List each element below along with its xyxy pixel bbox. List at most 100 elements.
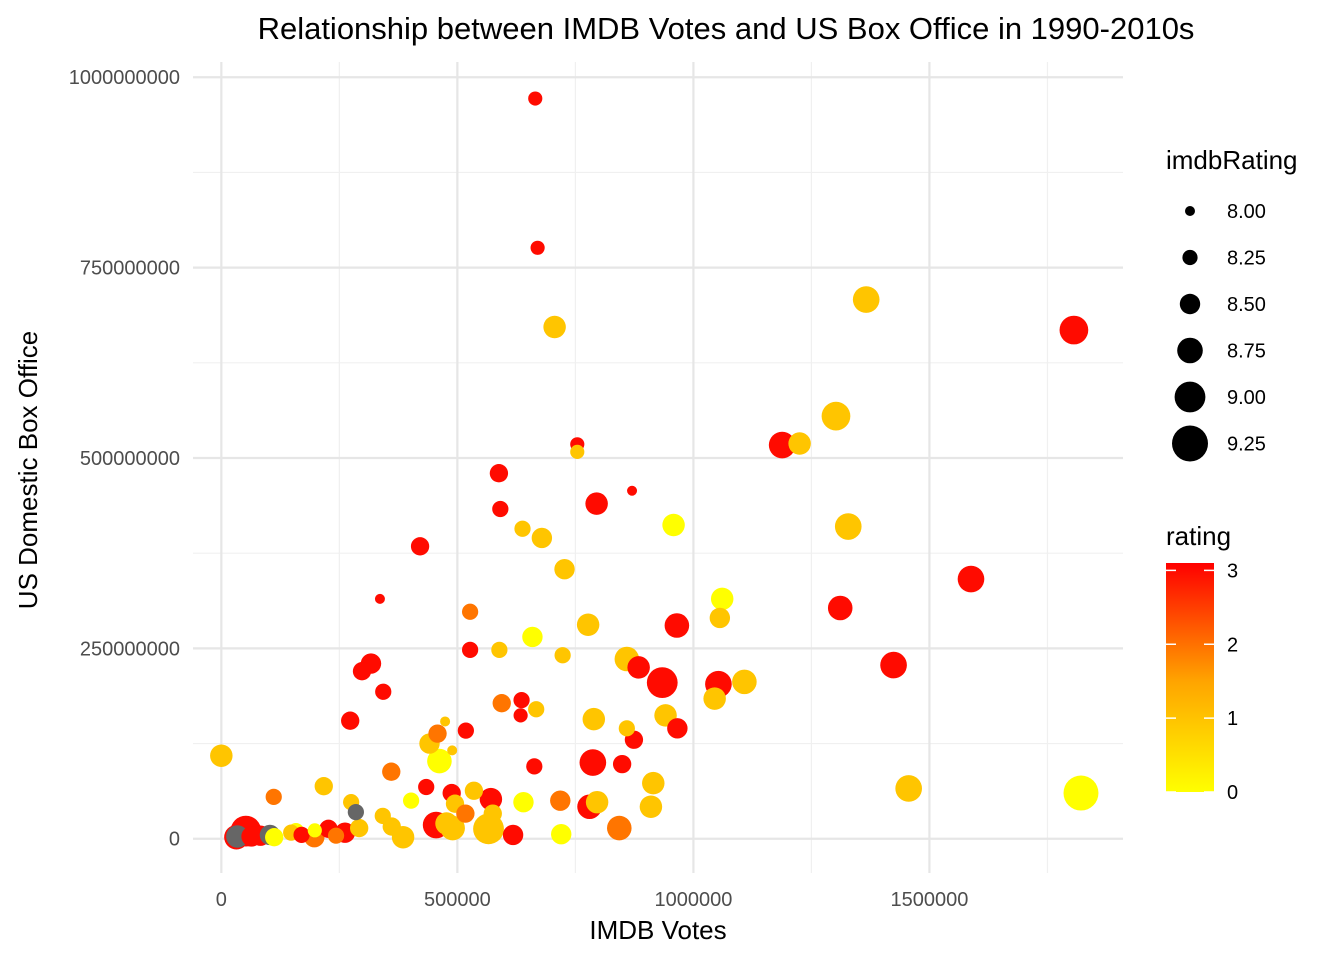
data-point — [226, 825, 249, 848]
data-point — [646, 667, 678, 699]
data-point — [895, 775, 922, 802]
data-point — [710, 587, 734, 611]
y-tick-label: 0 — [169, 829, 180, 851]
data-point — [489, 464, 509, 483]
data-point — [491, 641, 508, 658]
data-point — [827, 595, 853, 621]
data-point — [418, 778, 435, 796]
data-point — [834, 513, 862, 540]
data-point — [642, 771, 665, 795]
data-point — [350, 818, 369, 838]
y-axis-title: US Domestic Box Office — [13, 331, 43, 609]
data-point — [607, 815, 632, 841]
data-point — [576, 613, 600, 636]
data-point — [528, 91, 543, 106]
data-point — [479, 787, 503, 811]
data-point — [788, 432, 811, 455]
data-point — [341, 711, 360, 730]
x-tick-label: 1500000 — [891, 889, 969, 911]
data-point — [427, 748, 452, 774]
data-point — [528, 701, 545, 718]
data-point — [293, 826, 310, 844]
data-point — [570, 444, 585, 459]
size-legend-label: 8.75 — [1227, 341, 1266, 363]
data-point — [852, 286, 880, 313]
color-legend: rating 0 1 2 3 — [1166, 521, 1238, 804]
y-tick-label: 250000000 — [80, 638, 180, 660]
data-point — [374, 593, 385, 604]
data-point — [703, 687, 726, 710]
data-point — [402, 792, 420, 809]
data-point — [618, 720, 635, 737]
data-point — [667, 718, 688, 739]
x-tick-label: 500000 — [424, 889, 491, 911]
data-point — [307, 823, 322, 838]
data-point — [612, 754, 632, 774]
data-point — [352, 662, 372, 681]
data-point — [483, 804, 502, 823]
data-point — [447, 745, 458, 756]
data-points — [210, 91, 1099, 850]
data-point — [627, 656, 650, 679]
size-legend: imdbRating 8.00 8.25 8.50 8.75 9.00 9.25 — [1166, 145, 1298, 462]
data-point — [582, 707, 606, 731]
size-legend-label: 8.00 — [1227, 201, 1266, 223]
y-tick-label: 1000000000 — [69, 67, 180, 89]
data-point — [456, 804, 475, 823]
data-point — [554, 647, 571, 664]
data-point — [464, 781, 484, 800]
data-point — [502, 824, 524, 846]
color-legend-label: 1 — [1227, 708, 1238, 730]
size-legend-label: 9.25 — [1227, 434, 1266, 456]
data-point — [531, 527, 553, 549]
size-legend-label: 8.50 — [1227, 294, 1266, 316]
data-point — [461, 641, 479, 658]
color-legend-title: rating — [1166, 521, 1231, 551]
data-point — [347, 803, 364, 821]
data-point — [492, 500, 509, 518]
y-tick-label: 500000000 — [80, 448, 180, 470]
data-point — [585, 790, 609, 814]
color-legend-label: 2 — [1227, 634, 1238, 656]
data-point — [732, 669, 757, 695]
data-point — [639, 795, 663, 818]
data-point — [457, 722, 474, 739]
data-point — [957, 565, 985, 593]
data-point — [526, 758, 543, 775]
color-legend-label: 3 — [1227, 560, 1238, 582]
data-point — [440, 716, 451, 727]
size-legend-key — [1177, 337, 1203, 364]
data-point — [513, 791, 534, 813]
data-point — [265, 788, 282, 805]
color-bar — [1166, 563, 1214, 792]
x-axis-title: IMDB Votes — [589, 915, 726, 945]
size-legend-key — [1179, 293, 1201, 315]
size-legend-label: 9.00 — [1227, 387, 1266, 409]
data-point — [492, 694, 511, 713]
data-point — [1059, 315, 1089, 345]
data-point — [662, 513, 685, 537]
data-point — [579, 749, 607, 776]
data-point — [627, 485, 638, 496]
size-legend-key — [1182, 249, 1198, 266]
data-point — [327, 827, 345, 844]
data-point — [585, 492, 608, 515]
color-legend-label: 0 — [1227, 782, 1238, 804]
x-tick-label: 0 — [216, 889, 227, 911]
data-point — [709, 607, 731, 629]
size-legend-label: 8.25 — [1227, 248, 1266, 270]
grid — [193, 62, 1123, 873]
size-legend-key — [1172, 425, 1208, 462]
data-point — [374, 807, 391, 825]
chart-title: Relationship between IMDB Votes and US B… — [258, 11, 1195, 46]
y-tick-label: 750000000 — [80, 258, 180, 280]
x-tick-label: 1000000 — [654, 889, 732, 911]
data-point — [382, 762, 401, 781]
data-point — [554, 558, 575, 580]
data-point — [265, 828, 284, 847]
data-point — [551, 823, 572, 845]
data-point — [530, 240, 545, 255]
data-point — [428, 724, 447, 743]
data-point — [880, 651, 907, 679]
